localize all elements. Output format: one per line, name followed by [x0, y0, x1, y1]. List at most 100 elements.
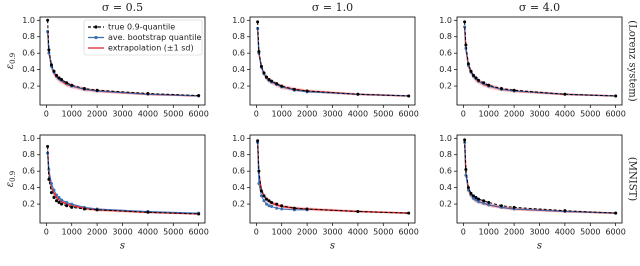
point [60, 78, 64, 82]
point [265, 197, 268, 201]
plot-frame [456, 134, 623, 224]
point [474, 198, 478, 202]
y-tick-label: 0.2 [439, 200, 452, 209]
x-tick-label: 1000 [272, 110, 292, 119]
legend-label: ave. bootstrap quantile [108, 33, 201, 42]
series-line [257, 140, 409, 214]
y-tick-label: 0.2 [232, 200, 245, 209]
point [259, 194, 263, 198]
point [356, 92, 360, 96]
point [407, 94, 411, 98]
y-tick-label: 1.0 [22, 134, 35, 143]
series-line [257, 21, 409, 97]
point [472, 196, 475, 200]
y-tick-label: 0.6 [22, 167, 35, 176]
y-label-subscript: 0.9 [9, 171, 17, 182]
point [280, 207, 284, 211]
y-tick-label: 0.4 [22, 65, 35, 74]
point [256, 20, 260, 24]
point [57, 196, 61, 200]
x-tick-label: 4000 [348, 228, 368, 237]
point [197, 94, 201, 98]
point [275, 202, 279, 206]
legend-marker [94, 35, 98, 40]
x-tick-label: 3000 [322, 110, 342, 119]
x-tick-label: 1000 [62, 228, 82, 237]
point [292, 87, 296, 91]
x-tick-label: 3000 [529, 110, 549, 119]
y-tick-label: 0.6 [232, 49, 245, 58]
point [275, 82, 279, 86]
x-tick-label: 2000 [504, 228, 524, 237]
legend-marker [94, 25, 98, 29]
x-tick-label: 6000 [188, 110, 208, 119]
point [82, 207, 86, 211]
x-tick-label: 5000 [373, 110, 393, 119]
point [95, 208, 99, 212]
point [95, 88, 99, 92]
y-tick-label: 0.4 [22, 183, 35, 192]
point [197, 212, 201, 216]
legend-box [83, 19, 203, 56]
y-tick-label: 1.0 [22, 16, 35, 25]
point [464, 168, 468, 172]
point [482, 199, 486, 203]
y-tick-label: 0.2 [439, 82, 452, 91]
y-tick-label: 0.4 [439, 65, 452, 74]
point [270, 205, 274, 209]
y-label-symbol: ε [5, 182, 16, 187]
point [55, 199, 58, 203]
point [270, 79, 274, 83]
x-tick-label: 1000 [479, 228, 499, 237]
y-tick-label: 0.2 [22, 82, 35, 91]
chart-title: σ = 0.5 [102, 1, 143, 14]
point [469, 69, 473, 73]
x-tick-label: 3000 [529, 228, 549, 237]
point [469, 191, 473, 195]
y-tick-label: 0.4 [232, 65, 245, 74]
y-tick-label: 0.8 [22, 150, 35, 159]
x-tick-label: 5000 [163, 228, 183, 237]
row-label: (Lorenz system) [627, 20, 638, 101]
y-axis-label: ε0.9 [5, 53, 18, 70]
point [407, 211, 411, 215]
x-tick-label: 5000 [373, 228, 393, 237]
x-tick-label: 4000 [555, 228, 575, 237]
point [466, 188, 470, 192]
point [265, 75, 268, 79]
point [52, 69, 56, 73]
point [280, 204, 284, 208]
point [55, 193, 58, 197]
point [267, 199, 271, 203]
legend-label: extrapolation (±1 sd) [108, 44, 194, 53]
point [487, 83, 491, 87]
point [499, 204, 503, 208]
point [259, 64, 263, 68]
x-tick-label: 0 [44, 110, 49, 119]
y-tick-label: 0.6 [439, 167, 452, 176]
row-label: (MNIST) [627, 157, 638, 201]
plot-frame [39, 16, 206, 106]
y-tick-label: 0.8 [22, 32, 35, 41]
y-tick-label: 0.6 [22, 49, 35, 58]
point [464, 43, 468, 47]
y-tick-label: 1.0 [232, 134, 245, 143]
x-tick-label: 2000 [297, 228, 317, 237]
sd-band [257, 135, 409, 214]
x-tick-label: 2000 [504, 110, 524, 119]
x-tick-label: 3000 [322, 228, 342, 237]
y-tick-label: 0.6 [439, 49, 452, 58]
point [146, 91, 150, 95]
y-tick-label: 0.6 [232, 167, 245, 176]
y-tick-label: 0.8 [232, 32, 245, 41]
plot-frame [456, 16, 623, 106]
point [275, 206, 279, 210]
x-tick-label: 4000 [138, 110, 158, 119]
point [487, 203, 491, 207]
y-tick-label: 0.2 [232, 82, 245, 91]
x-tick-label: 3000 [112, 110, 132, 119]
point [512, 88, 516, 92]
series-line [464, 21, 616, 97]
point [280, 84, 284, 88]
x-tick-label: 6000 [398, 110, 418, 119]
